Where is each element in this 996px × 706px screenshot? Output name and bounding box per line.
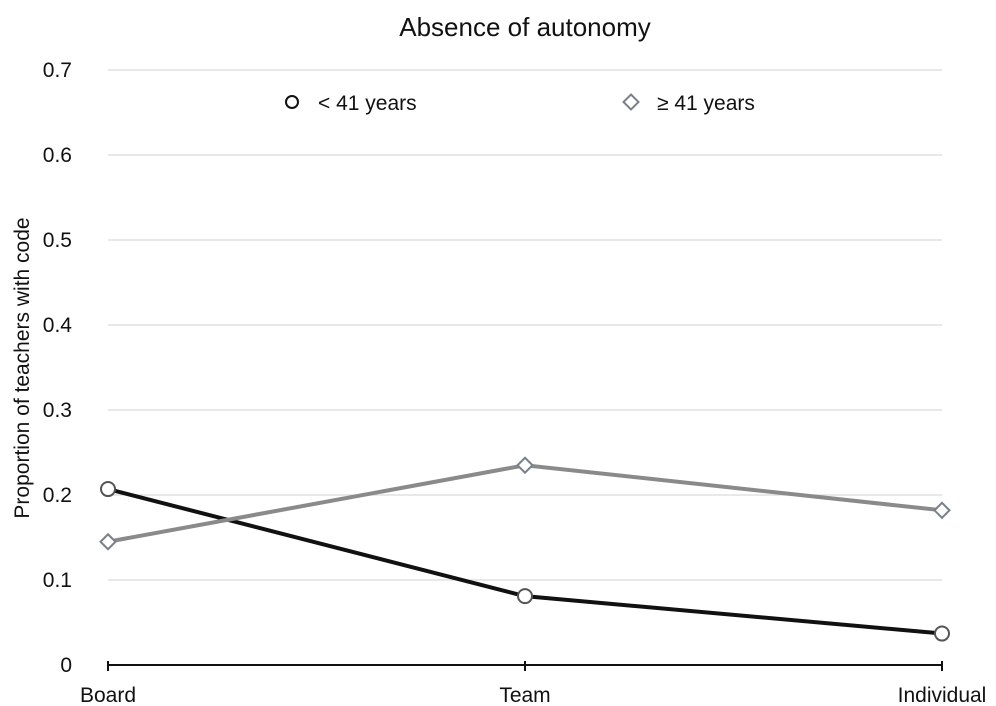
y-tick-label: 0 — [60, 654, 72, 677]
data-point — [516, 456, 534, 475]
legend-marker — [622, 93, 640, 111]
legend-label: < 41 years — [318, 92, 417, 115]
chart-title: Absence of autonomy — [399, 12, 651, 42]
legend-label: ≥ 41 years — [657, 92, 755, 115]
legend-marker — [285, 95, 299, 109]
data-point — [100, 481, 116, 498]
y-tick-label: 0.3 — [43, 399, 72, 422]
series-layer — [99, 456, 951, 642]
y-axis-label: Proportion of teachers with code — [11, 217, 34, 518]
x-tick-label: Team — [499, 684, 550, 706]
x-tick-labels: Board Team Individual — [80, 684, 986, 706]
y-tick-label: 0.6 — [43, 144, 72, 167]
series-line — [107, 463, 943, 544]
grid-lines — [108, 69, 942, 581]
series-over-41 — [99, 456, 951, 551]
legend-item: < 41 years — [285, 92, 417, 115]
data-point — [933, 501, 951, 520]
y-tick-label: 0.5 — [43, 229, 72, 252]
legend: < 41 years ≥ 41 years — [285, 92, 755, 115]
y-tick-labels: 0 0.1 0.2 0.3 0.4 0.5 0.6 0.7 — [43, 59, 73, 677]
y-tick-label: 0.4 — [43, 314, 73, 337]
y-tick-label: 0.1 — [43, 569, 72, 592]
data-point — [99, 532, 117, 551]
y-tick-label: 0.7 — [43, 59, 72, 82]
legend-item: ≥ 41 years — [622, 92, 755, 115]
x-tick-label: Individual — [898, 684, 987, 706]
data-point — [517, 588, 533, 605]
x-tick-label: Board — [80, 684, 136, 706]
x-axis — [107, 661, 943, 671]
data-point — [934, 625, 950, 642]
y-tick-label: 0.2 — [43, 484, 72, 507]
series-under-41 — [100, 481, 950, 642]
series-line — [107, 487, 943, 636]
